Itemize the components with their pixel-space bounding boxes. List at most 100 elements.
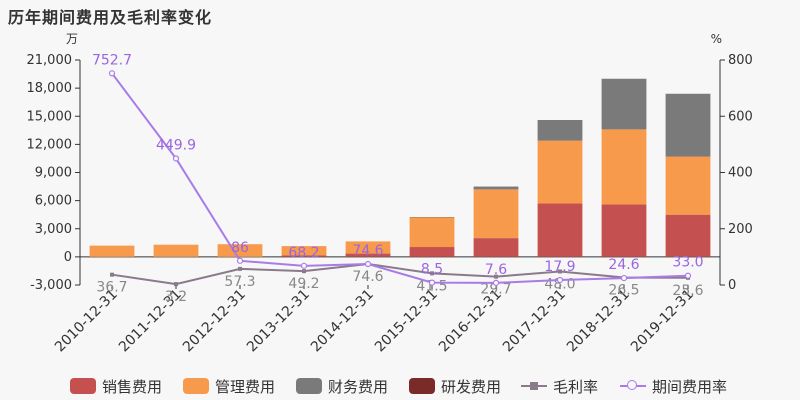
gross-margin-label: 3.2	[165, 289, 187, 305]
expense-rate-label: 86	[231, 240, 249, 256]
left-tick-label: 0	[64, 250, 72, 265]
x-tick-label: 2015-12-31	[372, 287, 441, 356]
bar-segment	[281, 255, 327, 257]
left-tick-label: 3,000	[35, 222, 72, 237]
expense-rate-label: 74.6	[352, 243, 383, 259]
expense-rate-point	[620, 274, 628, 282]
bar-segment	[601, 204, 647, 257]
gross-margin-point	[558, 269, 562, 274]
expense-rate-label: 8.5	[421, 262, 443, 278]
gross-margin-label: 49.2	[288, 276, 319, 292]
bar-segment	[153, 244, 199, 257]
expense-rate-label: 752.7	[92, 52, 132, 68]
expense-rate-point	[556, 276, 564, 284]
expense-rate-label: 17.9	[544, 259, 575, 275]
legend-swatch	[183, 378, 209, 394]
legend-item[interactable]: 期间费用率	[620, 374, 727, 398]
legend-swatch	[296, 378, 322, 394]
gross-margin-label: 29.7	[480, 282, 511, 298]
legend-label: 研发费用	[441, 377, 502, 396]
expense-rate-label: 449.9	[156, 137, 196, 153]
expense-rate-point	[236, 257, 244, 264]
expense-rate-label: 24.6	[608, 257, 639, 273]
left-tick-label: 15,000	[27, 109, 73, 124]
legend-label: 管理费用	[215, 377, 276, 396]
bar-segment	[409, 217, 455, 248]
bar-segment	[409, 247, 455, 257]
gross-margin-label: 26.5	[608, 283, 639, 299]
gross-margin-line	[111, 263, 689, 286]
bar-segment	[89, 245, 135, 257]
expense-rate-line	[111, 72, 689, 284]
chart-legend: 销售费用 管理费用 财务费用 研发费用 毛利率 期间费用率	[0, 374, 800, 398]
expense-rate-point	[684, 272, 692, 279]
left-tick-label: 12,000	[27, 137, 73, 152]
legend-swatch	[521, 378, 547, 394]
gross-margin-label: 57.3	[224, 274, 255, 290]
right-tick-label: 200	[728, 222, 753, 237]
expense-rate-point	[108, 70, 116, 77]
expense-rate-point	[428, 279, 436, 286]
gross-margin-label: 25.6	[672, 283, 703, 299]
left-axis-unit: 万	[66, 32, 78, 46]
bar-segment	[281, 246, 327, 256]
legend-swatch	[409, 378, 435, 394]
x-tick-label: 2013-12-31	[244, 287, 313, 356]
expense-rate-point	[364, 260, 372, 268]
left-tick-label: 9,000	[35, 166, 72, 181]
gross-margin-point	[494, 274, 498, 279]
chart-title: 历年期间费用及毛利率变化	[8, 8, 213, 27]
bar-segment	[473, 189, 519, 239]
expense-chart: 万 % -3,000 0 3,000 6,000 9,000 12,000 15,000 18,0…	[27, 32, 753, 356]
legend-label: 财务费用	[328, 377, 389, 396]
bar-segment	[345, 253, 391, 257]
legend-swatch	[620, 378, 646, 394]
left-tick-label: 6,000	[35, 194, 72, 209]
right-axis-unit: %	[711, 32, 722, 46]
x-tick-label: 2012-12-31	[180, 287, 249, 356]
bar-segment	[665, 214, 711, 257]
right-tick-label: 400	[728, 166, 753, 181]
legend-item[interactable]: 销售费用	[70, 374, 162, 398]
expense-rate-label: 7.6	[485, 262, 507, 278]
bar-segment	[345, 241, 391, 254]
left-tick-label: 18,000	[27, 81, 73, 96]
right-tick-label: 0	[728, 278, 736, 293]
legend-item[interactable]: 毛利率	[521, 374, 598, 398]
bar-segment	[601, 129, 647, 205]
expense-rate-point	[172, 155, 180, 162]
bar-segment	[473, 186, 519, 190]
expense-rate-label: 33.0	[672, 255, 703, 271]
x-tick-label: 2010-12-31	[52, 287, 121, 356]
gross-margin-point	[238, 266, 242, 271]
gross-margin-point	[302, 269, 306, 274]
legend-label: 期间费用率	[652, 377, 728, 396]
right-tick-label: 600	[728, 109, 753, 124]
bar-segment	[217, 244, 263, 257]
legend-item[interactable]: 研发费用	[409, 374, 501, 398]
x-tick-label: 2014-12-31	[308, 287, 377, 356]
bar-segment	[537, 120, 583, 141]
bar-segment	[473, 238, 519, 257]
gross-margin-label: 74.6	[352, 269, 383, 285]
bar-segment	[601, 78, 647, 130]
legend-label: 销售费用	[102, 377, 163, 396]
gross-margin-point	[174, 282, 178, 287]
legend-item[interactable]: 财务费用	[296, 374, 388, 398]
bar-segment	[537, 203, 583, 257]
legend-item[interactable]: 管理费用	[183, 374, 275, 398]
legend-label: 毛利率	[553, 377, 599, 396]
right-tick-label: 800	[728, 53, 753, 68]
bar-segment	[665, 156, 711, 215]
gross-margin-label: 36.7	[96, 280, 127, 296]
legend-swatch	[70, 378, 96, 394]
left-tick-label: 21,000	[27, 53, 73, 68]
expense-rate-point	[492, 279, 500, 286]
left-tick-label: -3,000	[30, 278, 72, 293]
expense-rate-point	[300, 262, 308, 269]
bar-segment	[665, 93, 711, 157]
gross-margin-point	[110, 272, 114, 277]
gross-margin-point	[430, 271, 434, 276]
bar-segment	[537, 140, 583, 204]
expense-rate-label: 68.2	[288, 245, 319, 261]
